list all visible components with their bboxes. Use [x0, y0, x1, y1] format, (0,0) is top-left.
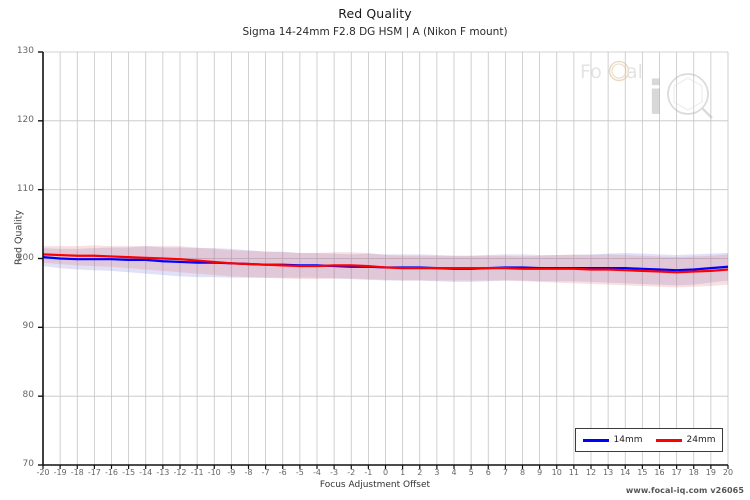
- footer-credit: www.focal-iq.com v26065: [625, 486, 744, 495]
- x-tick-label: 13: [603, 468, 614, 477]
- x-tick-label: 17: [671, 468, 682, 477]
- x-tick-label: 5: [468, 468, 474, 477]
- x-tick-label: -4: [313, 468, 321, 477]
- x-tick-label: -3: [330, 468, 339, 477]
- x-tick-label: -14: [139, 468, 153, 477]
- x-tick-label: 19: [705, 468, 716, 477]
- x-tick-label: 11: [568, 468, 579, 477]
- x-tick-label: -13: [156, 468, 170, 477]
- svg-text:al: al: [626, 61, 643, 83]
- y-tick-label: 70: [22, 459, 34, 469]
- x-tick-label: 0: [382, 468, 389, 477]
- x-tick-label: -19: [53, 468, 67, 477]
- x-tick-label: 10: [551, 468, 562, 477]
- legend-label-14mm: 14mm: [613, 435, 643, 445]
- svg-text:Fo: Fo: [580, 61, 602, 83]
- y-tick-label: 90: [22, 321, 34, 332]
- x-tick-label: -1: [364, 468, 373, 477]
- x-tick-label: 6: [485, 468, 491, 477]
- legend-item-14mm[interactable]: 14mm: [582, 435, 643, 445]
- x-tick-label: 20: [722, 468, 734, 477]
- x-axis-label: Focus Adjustment Offset: [319, 480, 431, 490]
- chart-title: Red Quality: [338, 6, 412, 21]
- x-tick-label: -5: [295, 468, 304, 477]
- y-tick-label: 100: [16, 252, 34, 263]
- x-tick-label: -12: [173, 468, 187, 477]
- x-tick-label: -9: [227, 468, 236, 477]
- x-tick-label: 8: [519, 468, 526, 477]
- x-tick-label: 14: [620, 468, 631, 477]
- x-tick-label: -2: [347, 468, 356, 477]
- y-tick-label: 120: [16, 114, 34, 125]
- x-tick-label: -10: [207, 468, 221, 477]
- x-tick-label: -6: [278, 468, 287, 477]
- x-tick-label: 7: [502, 468, 508, 477]
- y-tick-label: 130: [16, 46, 34, 56]
- x-tick-label: -15: [122, 468, 136, 477]
- y-tick-label: 110: [16, 183, 34, 194]
- x-tick-label: -20: [36, 468, 50, 477]
- focal-iq-watermark-logo: Fo al i: [580, 60, 713, 120]
- x-tick-label: -8: [244, 468, 253, 477]
- x-tick-label: -11: [190, 468, 204, 477]
- x-tick-label: -7: [261, 468, 270, 477]
- x-tick-label: 12: [585, 468, 597, 477]
- x-tick-label: 16: [654, 468, 665, 477]
- legend-swatch-24mm: [655, 438, 682, 442]
- x-tick-label: -16: [104, 468, 119, 477]
- x-tick-label: -17: [87, 468, 101, 477]
- x-tick-label: 9: [537, 468, 543, 477]
- legend-swatch-14mm: [582, 438, 609, 442]
- legend-item-24mm[interactable]: 24mm: [655, 435, 716, 445]
- chart-subtitle: Sigma 14-24mm F2.8 DG HSM | A (Nikon F m…: [242, 26, 508, 38]
- x-tick-label: 4: [451, 468, 457, 477]
- svg-text:i: i: [648, 71, 664, 120]
- x-tick-label: 18: [688, 468, 699, 477]
- chart-legend: 14mm 24mm: [575, 428, 723, 452]
- x-tick-label: 1: [400, 468, 406, 477]
- x-tick-label: 2: [417, 468, 423, 477]
- legend-label-24mm: 24mm: [686, 435, 716, 445]
- y-tick-label: 80: [22, 390, 34, 401]
- x-tick-label: 3: [434, 468, 440, 477]
- x-tick-label: -18: [70, 468, 84, 477]
- x-tick-label: 15: [637, 468, 648, 477]
